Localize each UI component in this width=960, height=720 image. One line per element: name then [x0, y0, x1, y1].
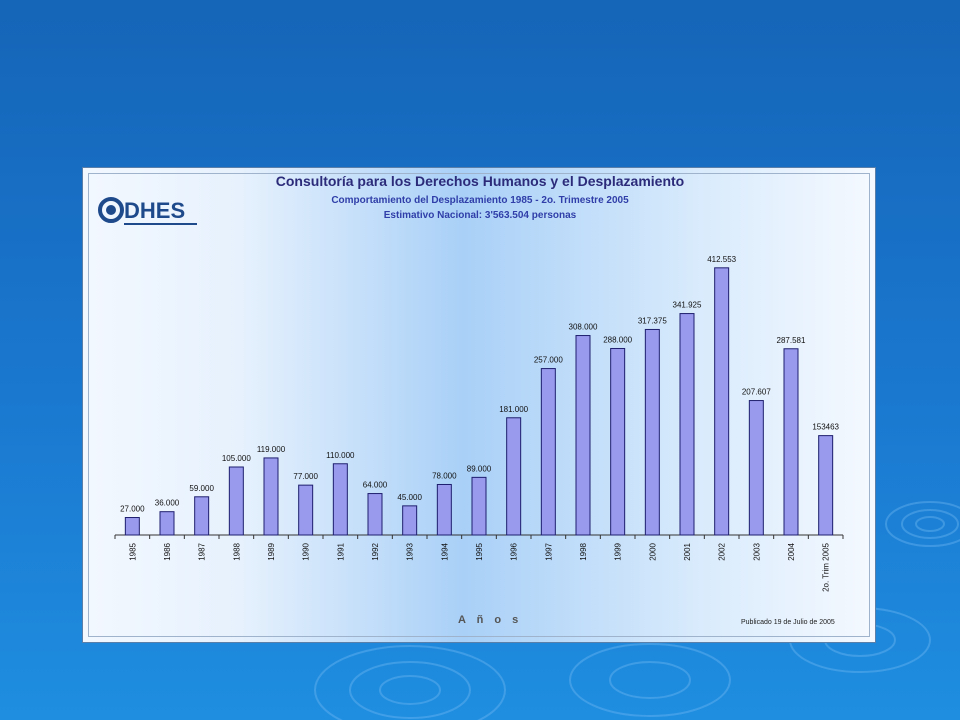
data-label: 89.000 — [467, 464, 492, 473]
bar-1997 — [540, 368, 556, 536]
x-tick-label: 1986 — [163, 542, 172, 560]
x-tick-label: 1993 — [406, 542, 415, 560]
data-label: 288.000 — [603, 335, 632, 344]
logo-text: DHES — [124, 198, 185, 223]
bar-1990 — [298, 484, 314, 536]
data-label: 64.000 — [363, 481, 388, 490]
data-label: 45.000 — [397, 493, 422, 502]
bar-2000 — [644, 328, 660, 536]
chart-frame — [88, 173, 870, 637]
bar-1986 — [159, 511, 175, 536]
x-tick-label: 1992 — [371, 542, 380, 560]
bar-1988 — [228, 466, 244, 536]
bar-1999 — [610, 347, 626, 536]
data-label: 341.925 — [673, 301, 702, 310]
bar-2002 — [714, 267, 730, 536]
bar-2003 — [748, 400, 764, 536]
data-label: 78.000 — [432, 471, 457, 480]
chart-title: Consultoría para los Derechos Humanos y … — [275, 173, 685, 189]
bar-2004 — [783, 348, 799, 536]
data-label: 317.375 — [638, 316, 667, 325]
data-label: 36.000 — [155, 499, 180, 508]
data-label: 287.581 — [777, 336, 806, 345]
data-label: 257.000 — [534, 356, 563, 365]
data-label: 153463 — [812, 423, 839, 432]
bar-1985 — [124, 517, 140, 536]
data-label: 119.000 — [257, 445, 286, 454]
bar-2001 — [679, 313, 695, 536]
x-tick-label: 1995 — [475, 542, 484, 560]
x-tick-label: 1985 — [128, 542, 137, 560]
bar-1991 — [332, 463, 348, 536]
x-tick-label: 1999 — [614, 542, 623, 560]
x-tick-label: 1989 — [267, 542, 276, 560]
x-tick-label: 2003 — [752, 542, 761, 560]
x-tick-label: 1996 — [510, 542, 519, 560]
bar-chart: 27.000 1985 36.000 1986 59.000 1987 105.000 198… — [114, 255, 844, 592]
bar-1994 — [436, 483, 452, 536]
chart-subtitle: Comportamiento del Desplazamiento 1985 -… — [331, 195, 629, 206]
x-tick-label: 1998 — [579, 542, 588, 560]
data-label: 181.000 — [499, 405, 528, 414]
data-label: 105.000 — [222, 454, 251, 463]
bar-1998 — [575, 335, 591, 536]
chart-estimate: Estimativo Nacional: 3'563.504 personas — [383, 210, 577, 221]
x-tick-label: 1990 — [302, 542, 311, 560]
x-tick-label: 1988 — [232, 542, 241, 560]
x-tick-label: 2000 — [648, 542, 657, 560]
data-label: 412.553 — [707, 255, 736, 264]
bar-1993 — [402, 505, 418, 536]
bar-1992 — [367, 493, 383, 536]
x-tick-label: 2001 — [683, 542, 692, 560]
x-tick-label: 1987 — [198, 542, 207, 560]
x-axis-title: A ñ o s — [458, 614, 523, 626]
data-label: 59.000 — [189, 484, 214, 493]
bar-2o-trim-2005 — [818, 435, 834, 536]
bar-1987 — [194, 496, 210, 536]
data-label: 27.000 — [120, 505, 145, 514]
data-label: 110.000 — [326, 451, 355, 460]
data-label: 77.000 — [293, 472, 318, 481]
data-label: 207.607 — [742, 388, 771, 397]
x-tick-label: 1994 — [440, 542, 449, 560]
bar-1989 — [263, 457, 279, 536]
x-tick-label: 1997 — [544, 542, 553, 560]
x-tick-label: 2002 — [718, 542, 727, 560]
codhes-logo: DHES — [98, 197, 197, 225]
bar-1996 — [506, 417, 522, 536]
chart-image-panel: DHES Consultoría para los Derechos Human… — [82, 167, 876, 643]
data-label: 308.000 — [569, 323, 598, 332]
bar-1995 — [471, 476, 487, 536]
x-tick-label: 2o. Trim 2005 — [822, 542, 831, 591]
published-note: Publicado 19 de Julio de 2005 — [741, 619, 835, 626]
x-tick-label: 1991 — [336, 542, 345, 560]
x-tick-label: 2004 — [787, 542, 796, 560]
